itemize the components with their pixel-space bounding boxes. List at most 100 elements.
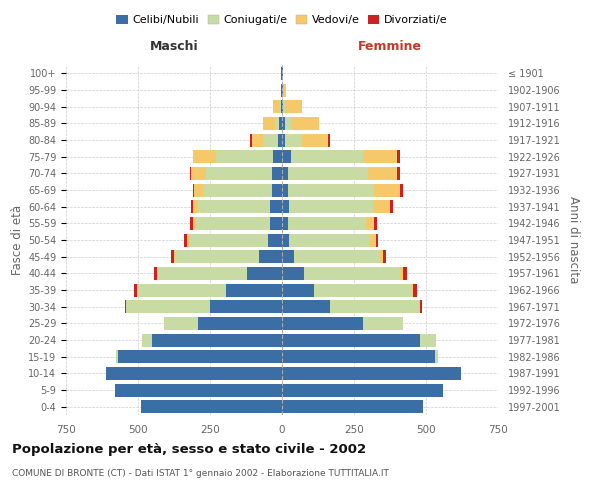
Bar [193,184,194,196]
Bar [142,334,152,346]
Bar [434,350,437,363]
Bar [374,184,400,196]
Bar [304,267,400,280]
Bar [285,134,302,146]
Bar [271,217,282,230]
Bar [193,150,216,163]
Bar [288,167,368,180]
Bar [268,234,282,246]
Bar [263,117,275,130]
Bar [141,400,282,413]
Bar [400,184,403,196]
Y-axis label: Anni di nascita: Anni di nascita [567,196,580,284]
Text: Maschi: Maschi [149,40,199,54]
Bar [106,367,282,380]
Bar [152,334,282,346]
Bar [158,267,247,280]
Bar [191,167,206,180]
Bar [419,300,420,313]
Bar [329,300,419,313]
Bar [206,167,272,180]
Bar [271,200,282,213]
Bar [283,84,286,96]
Bar [293,250,380,263]
Bar [216,150,274,163]
Bar [203,184,272,196]
Bar [282,334,420,346]
Bar [290,117,319,130]
Bar [282,250,293,263]
Bar [263,134,278,146]
Bar [250,134,252,146]
Text: Popolazione per età, sesso e stato civile - 2002: Popolazione per età, sesso e stato civil… [12,442,366,456]
Bar [282,200,289,213]
Bar [282,300,329,313]
Bar [116,350,118,363]
Bar [127,300,210,313]
Bar [283,100,285,113]
Bar [282,367,461,380]
Bar [190,217,193,230]
Bar [274,150,282,163]
Bar [420,300,422,313]
Bar [282,350,434,363]
Bar [275,117,279,130]
Bar [420,334,436,346]
Bar [288,184,374,196]
Bar [226,284,282,296]
Bar [397,167,400,180]
Text: Femmine: Femmine [358,40,422,54]
Bar [118,350,282,363]
Bar [196,217,271,230]
Bar [272,167,282,180]
Bar [368,167,397,180]
Bar [282,150,290,163]
Bar [314,284,412,296]
Bar [125,300,127,313]
Bar [403,267,407,280]
Bar [290,150,362,163]
Bar [374,217,377,230]
Bar [282,84,283,96]
Bar [154,267,157,280]
Bar [115,384,282,396]
Bar [288,217,365,230]
Bar [259,250,282,263]
Bar [272,184,282,196]
Bar [175,250,259,263]
Bar [193,200,199,213]
Bar [194,184,203,196]
Bar [376,234,379,246]
Bar [137,284,138,296]
Bar [199,317,282,330]
Bar [199,200,271,213]
Bar [279,117,282,130]
Bar [282,100,283,113]
Bar [282,167,288,180]
Bar [289,200,373,213]
Bar [282,217,288,230]
Y-axis label: Fasce di età: Fasce di età [11,205,24,275]
Bar [365,217,374,230]
Bar [278,134,282,146]
Bar [282,184,288,196]
Bar [282,117,285,130]
Bar [370,234,376,246]
Bar [383,250,386,263]
Bar [171,250,174,263]
Bar [174,250,175,263]
Bar [282,400,423,413]
Bar [282,234,289,246]
Bar [281,100,282,113]
Text: COMUNE DI BRONTE (CT) - Dati ISTAT 1° gennaio 2002 - Elaborazione TUTTITALIA.IT: COMUNE DI BRONTE (CT) - Dati ISTAT 1° ge… [12,469,389,478]
Bar [184,234,187,246]
Bar [400,267,403,280]
Bar [187,234,190,246]
Bar [282,267,304,280]
Bar [247,267,282,280]
Bar [252,134,263,146]
Bar [210,300,282,313]
Bar [289,234,370,246]
Bar [282,134,285,146]
Bar [282,384,443,396]
